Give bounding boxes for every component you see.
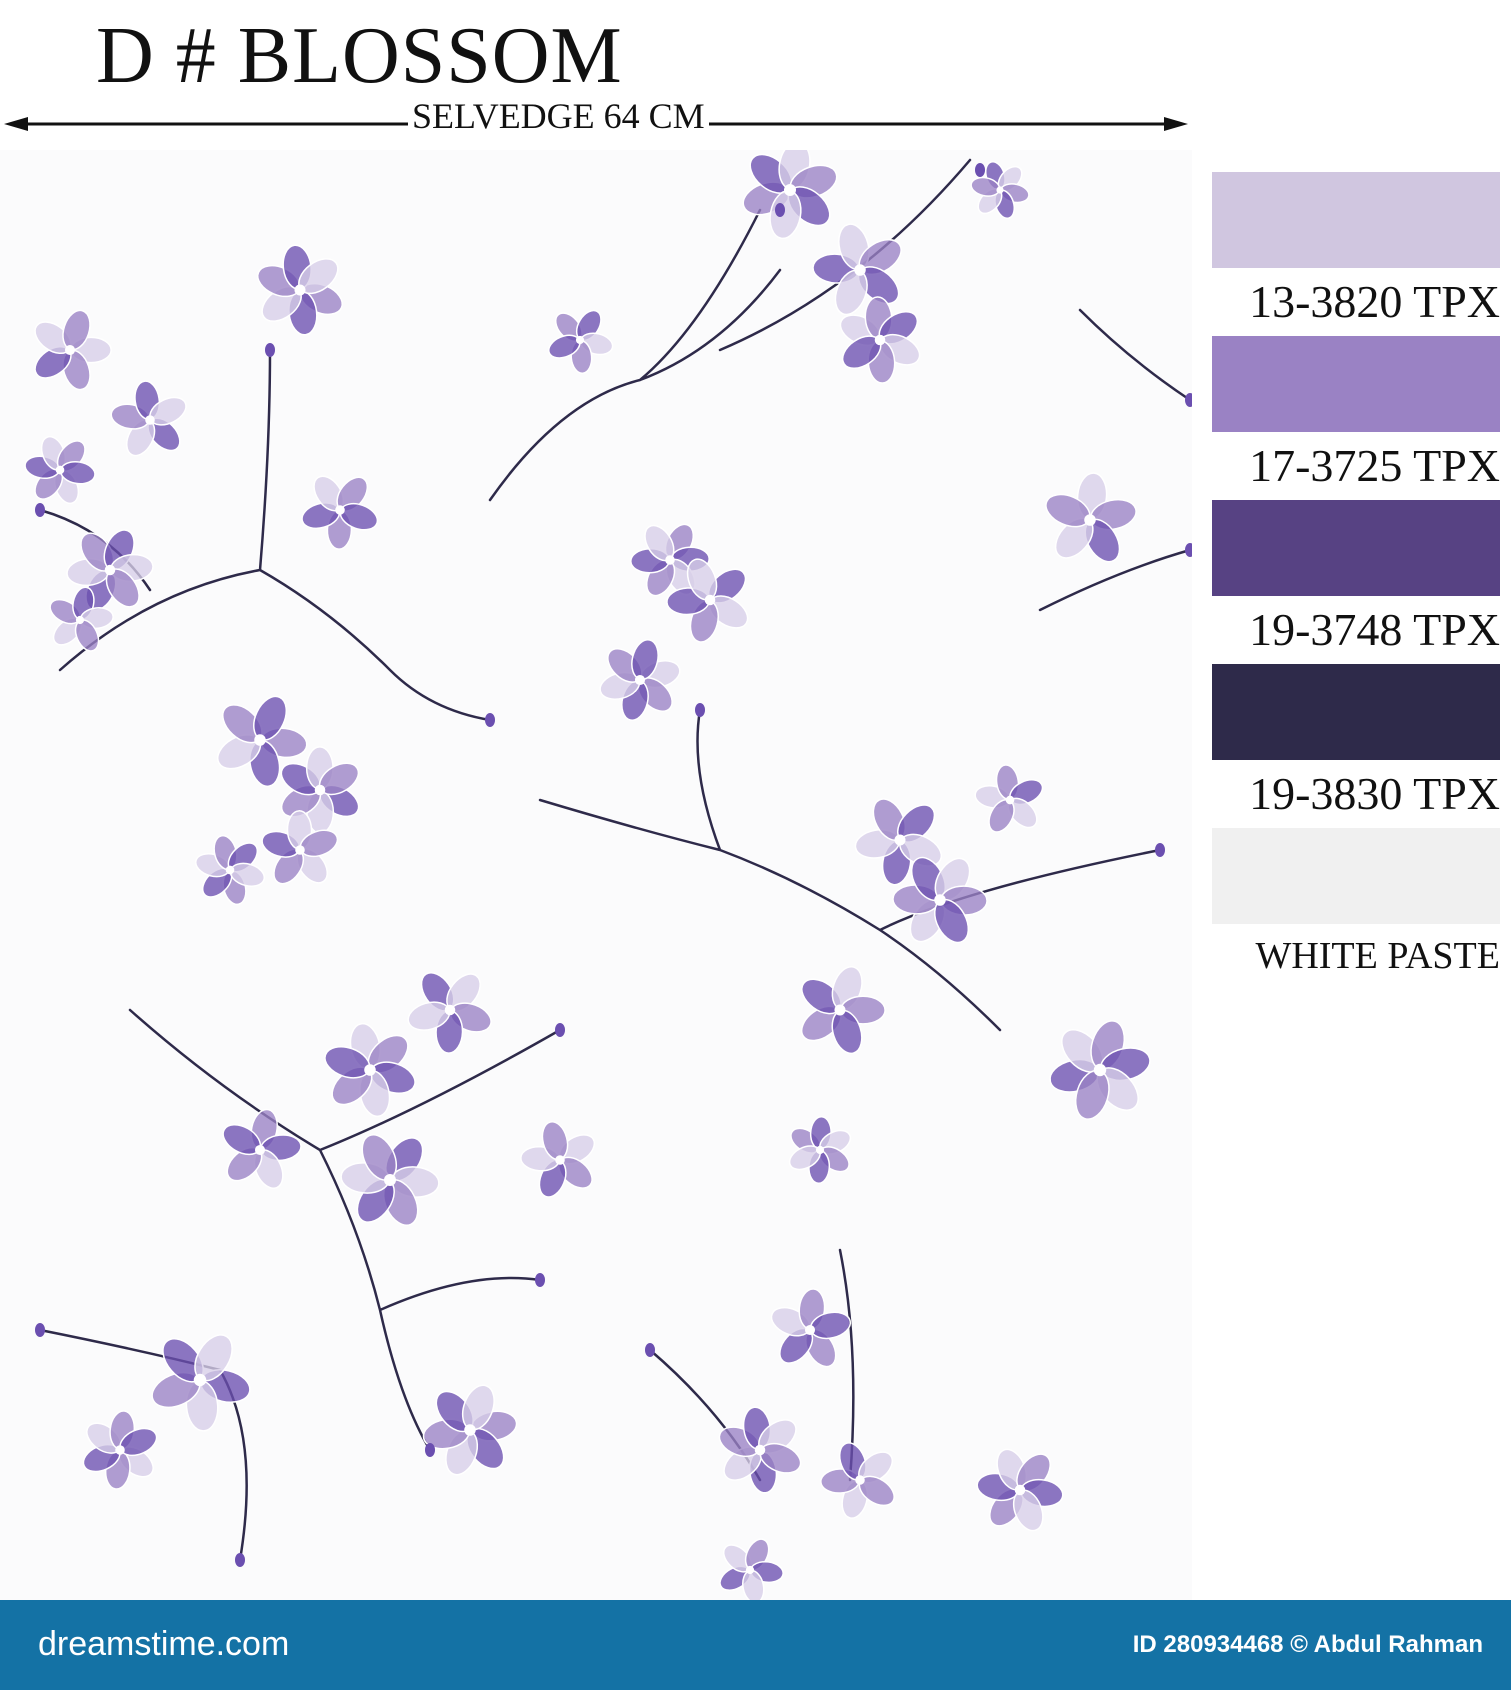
blossom-motif [520,1121,596,1198]
blossom-motif [422,1384,518,1476]
blossom-motif [257,244,343,336]
bud-motif [535,1273,545,1287]
swatch-item: WHITE PASTE [1212,828,1500,992]
swatch-label: WHITE PASTE [1255,935,1500,977]
blossom-motif [770,1288,852,1368]
color-swatch [1212,500,1500,596]
bud-motif [555,1023,565,1037]
swatch-item: 19-3748 TPX [1212,500,1500,664]
blossom-motif [742,150,838,240]
blossom-motif [34,309,112,391]
bud-motif [775,203,785,217]
blossom-motif [854,798,943,886]
blossom-motif [217,695,308,788]
stock-id: ID 280934468 © Abdul Rahman [1132,1631,1483,1658]
color-swatch [1212,172,1500,268]
blossom-motif [974,764,1044,833]
swatch-label: 19-3748 TPX [1249,604,1500,655]
color-swatch [1212,664,1500,760]
blossom-motif [718,1406,802,1494]
blossom-motif [280,746,360,834]
blossom-motif [976,1448,1064,1532]
blossom-motif [666,558,749,643]
blossom-motif [194,834,266,906]
bud-motif [235,1553,245,1567]
blossom-motif [970,160,1030,220]
blossom-motif [110,380,187,457]
blossom-motif [24,435,96,505]
blossom-motif [1045,472,1137,563]
blossom-motif [599,639,681,721]
blossom-motif [324,1022,416,1118]
swatch-item: 19-3830 TPX [1212,664,1500,828]
bud-motif [1155,843,1165,857]
blossom-motif [719,1538,784,1600]
blossom-motif [151,1334,251,1432]
bud-motif [645,1343,655,1357]
blossom-motif [788,1115,852,1185]
blossom-motif [49,586,114,652]
blossom-motif [630,523,710,597]
design-title: D # BLOSSOM [96,12,623,100]
floral-print [0,150,1192,1600]
blossom-motif [222,1108,302,1189]
blossom-motif [407,972,492,1054]
bud-motif [975,163,985,177]
bud-motif [35,1323,45,1337]
blossom-motif [839,296,921,384]
blossom-motif [301,475,379,550]
bud-motif [35,503,45,517]
swatch-label: 19-3830 TPX [1249,768,1500,819]
stock-footer-bar: dreamstime.com ID 280934468 © Abdul Rahm… [0,1600,1511,1690]
selvedge-label: SELVEDGE 64 CM [408,96,709,136]
blossom-motif [82,1410,158,1490]
bud-motif [425,1443,435,1457]
swatch-label: 17-3725 TPX [1249,440,1500,491]
bud-motif [265,343,275,357]
blossom-motif [892,856,988,944]
blossom-motif [340,1134,440,1226]
blossom-motif [800,965,886,1055]
brand-logo[interactable]: dreamstime.com [38,1625,290,1663]
color-swatch [1212,336,1500,432]
blossom-motif [820,1442,895,1519]
blossom-motif [548,309,614,374]
blossom-motif [261,810,339,885]
blossom-motif [1049,1020,1151,1120]
swatch-item: 17-3725 TPX [1212,336,1500,500]
color-palette: 13-3820 TPX 17-3725 TPX 19-3748 TPX 19-3… [1212,172,1500,992]
blossom-motif [66,529,154,611]
bud-motif [695,703,705,717]
blossom-motif [812,223,902,316]
bud-motif [485,713,495,727]
swatch-item: 13-3820 TPX [1212,172,1500,336]
bud-motif [1185,543,1192,557]
bud-motif [1185,393,1192,407]
swatch-label: 13-3820 TPX [1249,276,1500,327]
blossom-pattern [24,150,1192,1600]
color-swatch [1212,828,1500,924]
